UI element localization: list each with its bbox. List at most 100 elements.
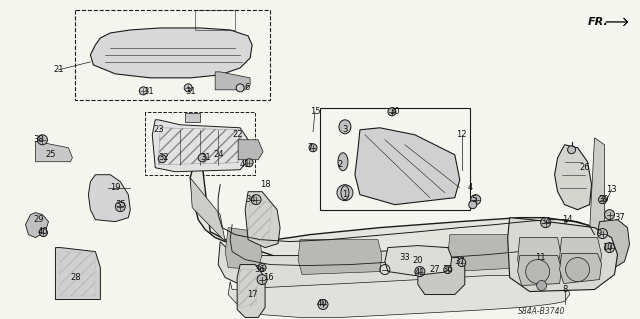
Text: 3: 3 (342, 125, 348, 134)
Text: 41: 41 (415, 268, 425, 277)
Text: 31: 31 (143, 87, 154, 96)
Circle shape (198, 154, 206, 162)
Polygon shape (355, 128, 460, 205)
Text: 17: 17 (247, 290, 257, 299)
Circle shape (236, 84, 244, 92)
Circle shape (318, 300, 328, 309)
Polygon shape (237, 264, 265, 317)
Circle shape (158, 155, 166, 163)
Polygon shape (35, 142, 72, 162)
Text: 26: 26 (579, 163, 590, 172)
Circle shape (525, 260, 550, 284)
Circle shape (309, 144, 317, 152)
Text: 34: 34 (540, 217, 551, 226)
Circle shape (568, 146, 575, 154)
Circle shape (605, 210, 614, 220)
Polygon shape (559, 254, 602, 284)
Circle shape (140, 87, 147, 95)
Polygon shape (90, 28, 252, 78)
Text: 21: 21 (53, 65, 64, 74)
Circle shape (598, 229, 607, 239)
Text: FR.: FR. (588, 17, 608, 27)
Circle shape (245, 159, 253, 167)
Polygon shape (245, 192, 280, 248)
Polygon shape (518, 256, 561, 286)
Text: 9: 9 (597, 229, 602, 238)
Text: 37: 37 (614, 213, 625, 222)
Ellipse shape (341, 186, 349, 200)
Polygon shape (152, 120, 250, 172)
Circle shape (337, 185, 353, 201)
Circle shape (388, 108, 396, 116)
Polygon shape (228, 276, 570, 317)
Circle shape (605, 242, 614, 253)
Text: 35: 35 (115, 200, 125, 209)
Polygon shape (56, 248, 100, 300)
Polygon shape (508, 218, 618, 292)
Text: 15: 15 (310, 107, 320, 116)
Text: 29: 29 (33, 215, 44, 224)
Text: 31: 31 (200, 153, 211, 162)
Text: 1: 1 (342, 190, 348, 199)
Text: 37: 37 (454, 257, 465, 266)
Ellipse shape (339, 120, 351, 134)
Text: 6: 6 (244, 83, 250, 93)
Polygon shape (215, 72, 250, 90)
Text: 33: 33 (399, 253, 410, 262)
Text: 31: 31 (185, 87, 196, 96)
Text: 36: 36 (255, 265, 266, 274)
Text: 8: 8 (562, 285, 567, 294)
Text: 34: 34 (245, 195, 255, 204)
Text: 18: 18 (260, 180, 271, 189)
Text: 7: 7 (307, 143, 313, 152)
Polygon shape (589, 138, 605, 270)
Text: 40: 40 (37, 227, 48, 236)
Text: 22: 22 (233, 130, 243, 139)
Circle shape (468, 201, 477, 209)
Polygon shape (298, 240, 382, 275)
Circle shape (471, 195, 481, 205)
Text: 38: 38 (33, 135, 44, 144)
Circle shape (251, 195, 261, 205)
Text: 30: 30 (390, 107, 400, 116)
Polygon shape (596, 220, 630, 268)
Circle shape (536, 280, 547, 291)
Text: 23: 23 (153, 125, 164, 134)
Polygon shape (190, 148, 605, 296)
Text: 36: 36 (442, 265, 453, 274)
Text: 4: 4 (467, 183, 472, 192)
Text: 11: 11 (536, 253, 546, 262)
Polygon shape (190, 178, 225, 241)
Polygon shape (559, 238, 602, 276)
Polygon shape (185, 113, 200, 122)
Circle shape (115, 202, 125, 211)
Text: 2: 2 (337, 160, 342, 169)
Text: 28: 28 (70, 273, 81, 282)
Polygon shape (88, 175, 131, 222)
Circle shape (415, 267, 425, 277)
Polygon shape (518, 238, 561, 278)
Circle shape (184, 84, 192, 92)
Text: 13: 13 (606, 185, 617, 194)
Polygon shape (26, 213, 49, 238)
Text: 39: 39 (598, 195, 609, 204)
Text: 12: 12 (456, 130, 467, 139)
Circle shape (444, 265, 452, 274)
Circle shape (598, 196, 607, 204)
Text: 19: 19 (110, 183, 120, 192)
Circle shape (257, 275, 267, 285)
Text: S84A-B3740: S84A-B3740 (518, 308, 565, 316)
Text: 41: 41 (240, 160, 250, 169)
Polygon shape (385, 246, 452, 276)
Text: 25: 25 (45, 150, 56, 159)
Circle shape (541, 218, 550, 228)
Text: 40: 40 (317, 299, 327, 308)
Circle shape (458, 259, 466, 267)
Text: 16: 16 (263, 273, 273, 282)
Circle shape (38, 135, 47, 145)
Circle shape (258, 263, 266, 271)
Text: 14: 14 (563, 215, 573, 224)
Circle shape (566, 257, 589, 282)
Circle shape (40, 229, 47, 237)
Ellipse shape (338, 153, 348, 171)
